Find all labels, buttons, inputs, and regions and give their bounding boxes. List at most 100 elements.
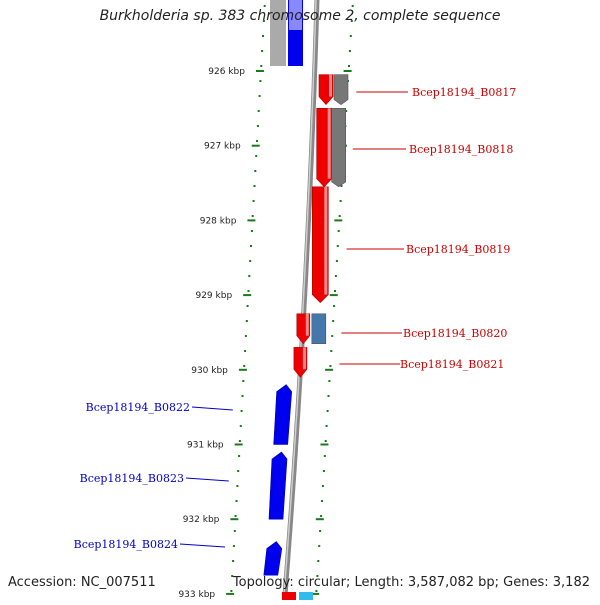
right-track-dot [348,65,350,67]
left-track-dot [257,110,260,112]
right-track-dot [321,485,324,487]
right-track-dot [334,290,336,292]
gene-layer[interactable] [263,0,349,602]
left-track-dot [247,290,250,292]
right-track-dot [322,470,325,472]
gene-label-forward[interactable]: Bcep18194_B0820 [403,327,507,340]
gene-label-forward[interactable]: Bcep18194_B0817 [412,86,516,99]
right-track-dot [328,380,331,382]
gene-label-forward[interactable]: Bcep18194_B0819 [406,243,510,256]
gene-arrow-reverse[interactable] [263,541,283,576]
left-track-dot [242,380,245,382]
right-track-dot [325,425,328,427]
sequence-backbone [281,0,320,605]
right-track-dot [337,230,340,232]
right-track-dot [340,185,343,187]
gray-feature[interactable] [331,108,347,188]
label-layer[interactable]: Bcep18194_B0817 Bcep18194_B0818 Bcep18194_… [74,86,517,551]
left-track-dot [250,245,252,247]
right-track-dot [331,335,334,337]
left-track-dot [262,20,265,22]
left-track-dot [244,335,247,337]
left-track-dot [256,140,258,142]
left-track-dot [256,125,259,127]
partial-cyan-feature[interactable] [299,592,313,602]
gene-arrow-shade [329,74,332,97]
gene-label-leader [185,477,229,482]
backbone-highlight [282,0,317,605]
gene-label-reverse[interactable]: Bcep18194_B0823 [80,472,184,485]
right-track-dot [323,455,326,457]
left-track-dot [239,425,242,427]
tick-label: 927 kbp [204,142,241,152]
gene-label-leader [179,543,226,548]
tick-label: 931 kbp [187,441,224,451]
right-track-dot [349,35,352,37]
gene-label-leader [191,406,233,411]
left-track-dot [252,200,255,202]
left-track-dot [233,530,236,532]
left-track-dot [250,230,253,232]
gene-label-reverse[interactable]: Bcep18194_B0822 [86,401,190,414]
left-track-dot [251,215,254,217]
partial-forward-gene[interactable] [282,592,296,602]
left-track-dot [235,500,238,502]
gene-label-forward[interactable]: Bcep18194_B0818 [409,143,513,156]
gene-label-reverse[interactable]: Bcep18194_B0824 [74,538,178,551]
right-track-dot [332,320,335,322]
gene-label-forward[interactable]: Bcep18194_B0821 [400,358,504,371]
right-track-dot [329,365,332,367]
left-track-dot [254,170,257,172]
left-track-dot [259,80,262,82]
left-track-dot [238,455,241,457]
right-track-dot [318,545,321,547]
right-track-dot [327,395,330,397]
tick-label: 929 kbp [195,291,232,301]
partial-gene-shade [289,0,302,30]
left-track-dot [262,35,264,37]
left-track-dot [240,410,243,412]
right-track-dot [345,110,348,112]
right-track-dot [326,410,329,412]
tick-label: 932 kbp [183,515,220,525]
right-track-dot [315,590,318,592]
partial-gray-feature[interactable] [270,0,286,66]
right-track-dot [319,530,322,532]
left-track-dot [232,560,235,562]
tick-layer: 926 kbp 927 kbp 928 kbp 929 kbp 930 kbp 931 k… [178,67,352,600]
right-track-dot [316,575,319,577]
left-track-dot [241,395,244,397]
left-track-dot [244,350,247,352]
right-track-dot [351,5,354,7]
left-track-dot [260,65,263,67]
left-track-dot [253,185,256,187]
left-track-dot [261,50,264,52]
gene-arrow-reverse[interactable] [268,451,288,520]
left-track-dot [234,515,237,517]
gene-arrow-shade [305,313,309,336]
steel-feature[interactable] [311,313,327,345]
map-title: Burkholderia sp. 383 chromosome 2, compl… [99,8,501,24]
gray-feature[interactable] [333,74,349,105]
right-track-dot [333,305,336,307]
sequence-info-text: Topology: circular; Length: 3,587,082 bp… [232,575,590,590]
left-track-dot [237,470,240,472]
left-track-dot [231,575,234,577]
tick-label: 930 kbp [191,366,228,376]
gene-arrow-shade [302,347,306,370]
left-track-dot [236,485,239,487]
left-track-dot [245,320,248,322]
left-track-dot [232,545,235,547]
accession-text: Accession: NC_007511 [8,575,156,590]
right-track-dot [320,515,323,517]
left-track-dot [249,260,252,262]
left-track-dot [255,155,258,157]
gene-arrow-shade [324,186,328,295]
tick-label: 928 kbp [200,216,237,226]
left-track-dot [246,305,249,307]
right-track-dot [334,275,337,277]
gene-arrow-reverse[interactable] [273,384,293,445]
left-track-dot [258,95,261,97]
